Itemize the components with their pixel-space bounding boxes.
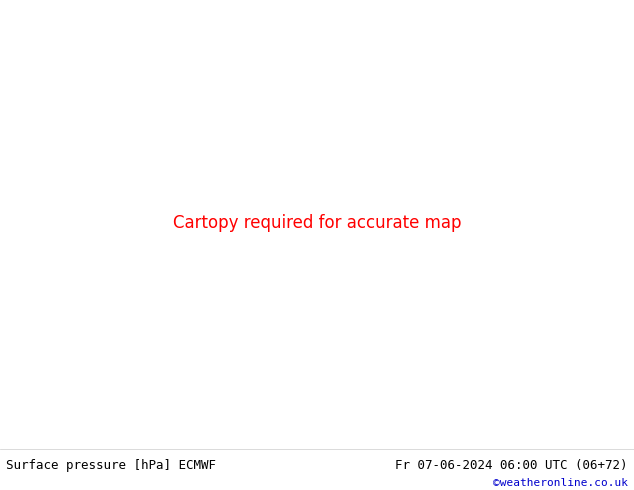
Text: Cartopy required for accurate map: Cartopy required for accurate map bbox=[172, 215, 462, 232]
Text: Fr 07-06-2024 06:00 UTC (06+72): Fr 07-06-2024 06:00 UTC (06+72) bbox=[395, 459, 628, 472]
Text: Surface pressure [hPa] ECMWF: Surface pressure [hPa] ECMWF bbox=[6, 459, 216, 472]
Text: ©weatheronline.co.uk: ©weatheronline.co.uk bbox=[493, 478, 628, 488]
